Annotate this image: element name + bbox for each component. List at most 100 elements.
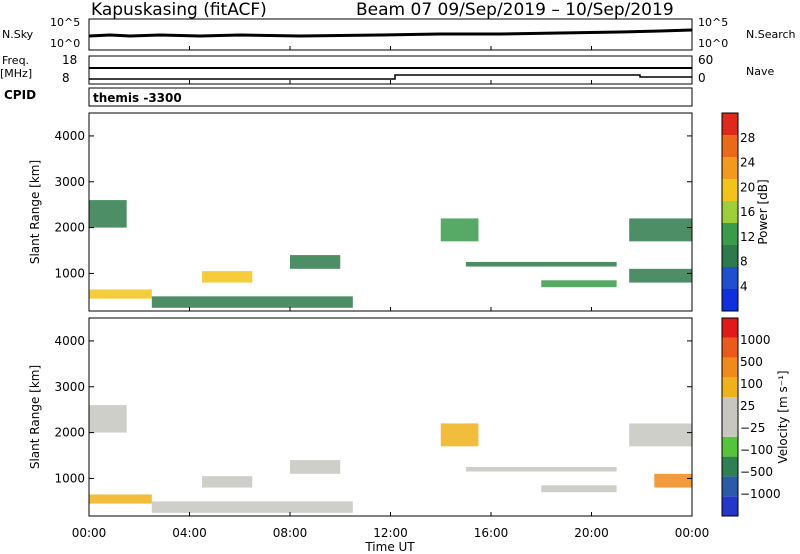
freq-tick-high: 18 <box>62 53 77 67</box>
velocity-ytick-label-0: 1000 <box>54 471 85 485</box>
cpid-label: CPID <box>4 88 36 102</box>
velocity-yticks: 1000 2000 3000 4000 <box>54 334 692 485</box>
time-axis-label: Time UT <box>364 540 415 554</box>
time-tick-label-6: 00:00 <box>675 526 710 540</box>
velocity-ytick-label-2: 3000 <box>54 380 85 394</box>
velocity-colorbar-swatch-3 <box>722 436 738 457</box>
time-tick-label-4: 16:00 <box>474 526 509 540</box>
power-colorbar-tick-0: 4 <box>740 279 748 293</box>
velocity-echo-1 <box>89 405 127 433</box>
power-colorbar-swatch-3 <box>722 223 738 245</box>
velocity-echo-4 <box>290 460 341 474</box>
nave-tick-low: 0 <box>698 71 706 85</box>
velocity-colorbar-swatch-4 <box>722 417 738 437</box>
power-colorbar-swatch-7 <box>722 135 738 157</box>
power-panel: 1000 2000 3000 4000 Slant Range [km] 4 8 12 16… <box>28 112 770 312</box>
power-yticks: 1000 2000 3000 4000 <box>54 129 692 280</box>
power-colorbar-swatch-8 <box>722 113 738 135</box>
velocity-echo-0 <box>89 494 152 504</box>
velocity-colorbar: 1000 500 100 25 −25 −100 −500 −1000 <box>721 317 781 517</box>
power-echo-2 <box>151 296 353 308</box>
velocity-colorbar-swatch-7 <box>722 357 738 378</box>
power-colorbar-swatch-2 <box>722 245 738 267</box>
velocity-colorbar-swatch-5 <box>722 397 738 417</box>
nsearch-label: N.Search <box>746 28 796 41</box>
power-colorbar-swatch-0 <box>722 289 738 311</box>
velocity-colorbar-tick-2: 100 <box>740 377 763 391</box>
power-colorbar-swatch-1 <box>722 267 738 289</box>
velocity-colorbar-tick-4: −25 <box>740 421 765 435</box>
nave-tick-high: 60 <box>698 53 713 67</box>
power-echo-0 <box>89 289 152 299</box>
velocity-colorbar-swatch-0 <box>722 496 738 516</box>
velocity-colorbar-label: Velocity [m s⁻¹] <box>776 370 790 463</box>
velocity-ytick-label-3: 4000 <box>54 334 85 348</box>
power-colorbar: 4 8 12 16 20 24 28 <box>721 112 755 312</box>
power-colorbar-swatch-6 <box>722 157 738 179</box>
beam-date-title: Beam 07 09/Sep/2019 – 10/Sep/2019 <box>356 0 674 20</box>
power-ytick-label-3: 4000 <box>54 129 85 143</box>
power-echo-1 <box>89 200 127 228</box>
velocity-echo-7 <box>541 485 617 493</box>
velocity-colorbar-swatch-6 <box>722 377 738 398</box>
nsearch-tick-low: 10^0 <box>698 37 728 50</box>
power-echo-5 <box>440 218 479 242</box>
velocity-colorbar-tick-6: −500 <box>740 465 773 479</box>
power-echo-3 <box>202 271 253 283</box>
cpid-box <box>88 87 693 107</box>
velocity-colorbar-swatch-8 <box>722 337 738 358</box>
velocity-marks <box>89 405 692 513</box>
velocity-colorbar-tick-3: 25 <box>740 399 755 413</box>
time-tick-label-5: 20:00 <box>574 526 609 540</box>
velocity-colorbar-tick-5: −100 <box>740 443 773 457</box>
power-colorbar-tick-3: 16 <box>740 205 755 219</box>
power-echo-7 <box>541 280 617 288</box>
velocity-colorbar-swatch-9 <box>722 318 738 338</box>
power-ytick-label-0: 1000 <box>54 266 85 280</box>
velocity-echo-9 <box>654 473 692 488</box>
cpid-value: themis -3300 <box>93 91 182 105</box>
freq-tick-low: 8 <box>62 71 70 85</box>
power-ytick-label-2: 3000 <box>54 175 85 189</box>
noise-panel: N.Sky 10^5 10^0 10^5 10^0 N.Search <box>2 16 796 51</box>
time-tick-label-2: 08:00 <box>273 526 308 540</box>
velocity-ytick-label-1: 2000 <box>54 426 85 440</box>
velocity-panel: 1000 2000 3000 4000 Slant Range [km] 1000 50… <box>28 317 790 517</box>
nave-trace <box>89 74 692 80</box>
freq-label: Freq. <box>2 54 29 67</box>
velocity-echo-6 <box>465 466 617 472</box>
velocity-colorbar-swatch-2 <box>722 456 738 477</box>
nsky-tick-low: 10^0 <box>50 37 80 50</box>
nsearch-tick-high: 10^5 <box>698 16 728 29</box>
velocity-echo-3 <box>202 476 253 488</box>
nsky-tick-high: 10^5 <box>50 16 80 29</box>
time-tick-label-3: 12:00 <box>373 526 408 540</box>
time-tick-label-1: 04:00 <box>172 526 207 540</box>
velocity-colorbar-tick-0: 1000 <box>740 333 771 347</box>
power-echo-6 <box>465 261 617 267</box>
power-echo-9 <box>629 268 692 283</box>
power-colorbar-tick-6: 28 <box>740 131 755 145</box>
time-tick-label-0: 00:00 <box>72 526 107 540</box>
power-colorbar-tick-5: 24 <box>740 156 755 170</box>
time-axis: 00:00 04:00 08:00 12:00 16:00 20:00 00:00 <box>72 46 710 540</box>
power-colorbar-swatch-4 <box>722 201 738 223</box>
freq-panel: Freq. [MHz] 18 8 60 0 Nave <box>0 53 774 85</box>
power-marks <box>89 200 692 308</box>
nave-label: Nave <box>746 65 774 78</box>
power-echo-8 <box>629 218 692 242</box>
power-colorbar-frame <box>721 112 739 312</box>
power-colorbar-tick-4: 20 <box>740 180 755 194</box>
power-ylabel: Slant Range [km] <box>28 160 42 264</box>
velocity-colorbar-frame <box>721 317 739 517</box>
power-ytick-label-1: 2000 <box>54 221 85 235</box>
velocity-echo-2 <box>151 501 353 513</box>
power-echo-4 <box>290 255 341 269</box>
power-colorbar-swatch-5 <box>722 179 738 201</box>
nsky-label: N.Sky <box>2 28 34 41</box>
station-title: Kapuskasing (fitACF) <box>91 0 267 20</box>
velocity-echo-8 <box>629 423 692 447</box>
velocity-colorbar-swatch-1 <box>722 476 738 497</box>
velocity-colorbar-tick-7: −1000 <box>740 487 781 501</box>
